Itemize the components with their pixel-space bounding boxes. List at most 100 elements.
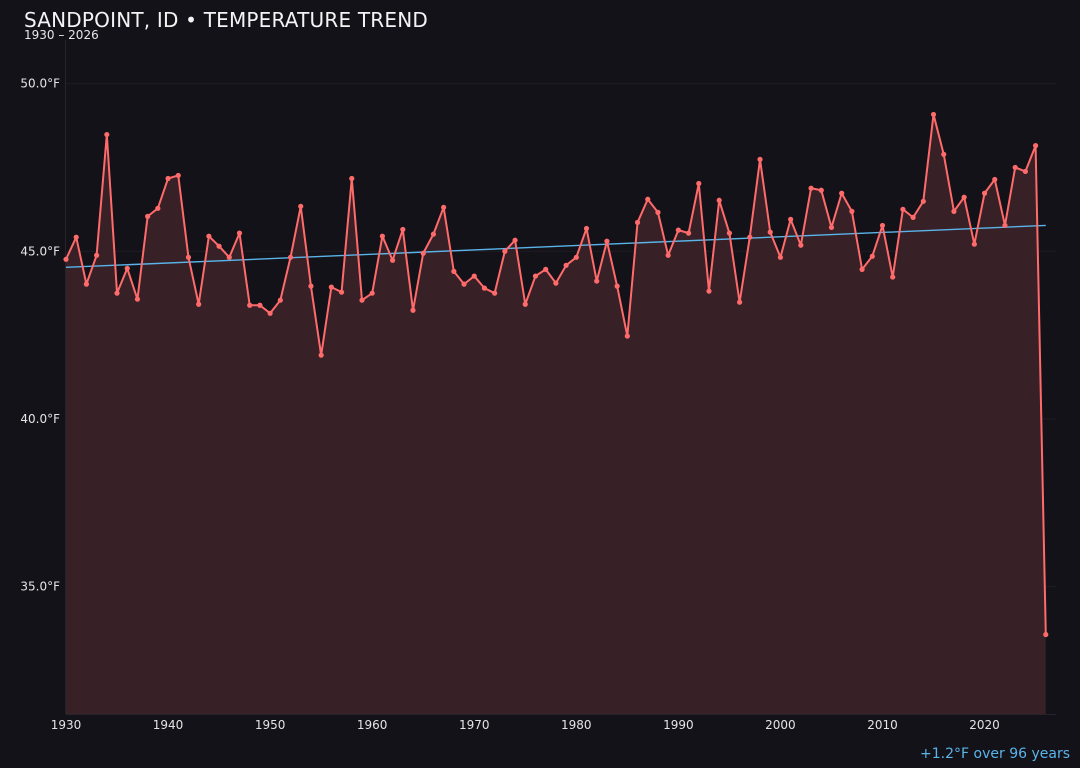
data-point	[379, 233, 385, 239]
data-point	[696, 180, 702, 187]
data-point	[236, 230, 243, 236]
data-point	[543, 266, 549, 272]
data-point	[318, 352, 324, 358]
data-point	[83, 281, 90, 287]
trend-line	[65, 224, 1046, 269]
data-point	[104, 131, 110, 138]
data-point	[900, 206, 906, 212]
data-point	[594, 278, 600, 284]
data-point	[920, 198, 926, 204]
x-tick-label: 1980	[561, 718, 592, 732]
x-tick-label: 1960	[357, 718, 388, 732]
data-point	[604, 238, 610, 244]
data-point	[1022, 168, 1028, 175]
x-tick-label: 1940	[153, 718, 184, 732]
data-point	[481, 285, 488, 291]
data-point	[369, 290, 375, 296]
chart-title: SANDPOINT, ID • TEMPERATURE TREND	[24, 8, 428, 32]
data-point	[492, 290, 498, 296]
data-point	[73, 234, 79, 240]
data-point	[941, 151, 947, 157]
data-point	[747, 234, 753, 240]
data-point	[930, 111, 937, 118]
data-point	[818, 187, 824, 193]
data-point	[583, 225, 590, 232]
data-point	[890, 274, 896, 280]
data-point	[675, 227, 681, 233]
data-point	[614, 283, 620, 289]
data-point	[328, 284, 334, 290]
data-point	[828, 224, 835, 231]
y-tick-label: 40.0°F	[20, 412, 60, 426]
data-point	[420, 250, 426, 256]
data-point	[869, 253, 875, 259]
data-point	[981, 190, 988, 196]
data-point	[165, 175, 171, 182]
data-point	[645, 196, 651, 202]
data-point	[502, 248, 508, 254]
data-point	[359, 297, 365, 303]
data-point	[767, 229, 773, 235]
y-tick-label: 50.0°F	[20, 77, 60, 91]
data-point	[247, 302, 253, 308]
data-point	[655, 209, 661, 215]
data-point	[971, 241, 977, 247]
data-point	[624, 333, 630, 339]
data-point	[461, 281, 467, 287]
data-point	[737, 299, 743, 305]
x-tick-label: 1930	[51, 718, 82, 732]
data-point	[267, 310, 273, 316]
x-tick-label: 1990	[663, 718, 694, 732]
data-point	[1032, 143, 1039, 149]
data-point	[451, 268, 457, 274]
data-point	[206, 233, 212, 239]
data-point	[298, 203, 304, 209]
data-point	[338, 289, 345, 295]
data-point	[726, 230, 733, 236]
data-point	[665, 252, 671, 258]
data-point	[114, 290, 120, 296]
data-point	[859, 266, 865, 272]
data-point	[532, 273, 539, 279]
data-point	[563, 262, 569, 268]
data-point	[808, 185, 814, 191]
data-point	[400, 226, 406, 233]
data-point	[512, 237, 518, 243]
data-point	[849, 208, 855, 214]
data-point	[1002, 222, 1008, 229]
data-point	[196, 301, 202, 307]
data-point	[716, 197, 722, 203]
data-point	[757, 156, 763, 162]
data-point	[185, 254, 192, 260]
data-point	[951, 208, 957, 214]
data-point	[410, 307, 416, 313]
x-tick-label: 2020	[969, 718, 1000, 732]
data-point	[471, 273, 477, 279]
data-point	[389, 257, 396, 263]
data-point	[1012, 164, 1018, 171]
data-point	[145, 213, 151, 219]
data-point	[706, 288, 712, 294]
data-point	[287, 254, 294, 260]
data-point	[349, 175, 355, 182]
data-point	[1043, 631, 1049, 638]
y-tick-label: 45.0°F	[20, 244, 60, 258]
data-point	[879, 222, 886, 229]
data-point	[685, 230, 692, 236]
data-point	[216, 243, 222, 249]
data-point	[522, 301, 528, 307]
data-point	[124, 265, 130, 271]
data-point	[777, 254, 784, 260]
data-point	[134, 296, 141, 302]
x-tick-label: 2000	[765, 718, 796, 732]
data-point	[961, 194, 967, 200]
data-point	[94, 252, 100, 258]
data-point	[257, 302, 263, 308]
chart-subtitle: 1930 – 2026	[24, 28, 99, 42]
x-tick-label: 2010	[867, 718, 898, 732]
data-point	[63, 256, 69, 262]
y-tick-label: 35.0°F	[20, 580, 60, 594]
data-point	[553, 280, 559, 286]
data-point	[155, 205, 161, 211]
